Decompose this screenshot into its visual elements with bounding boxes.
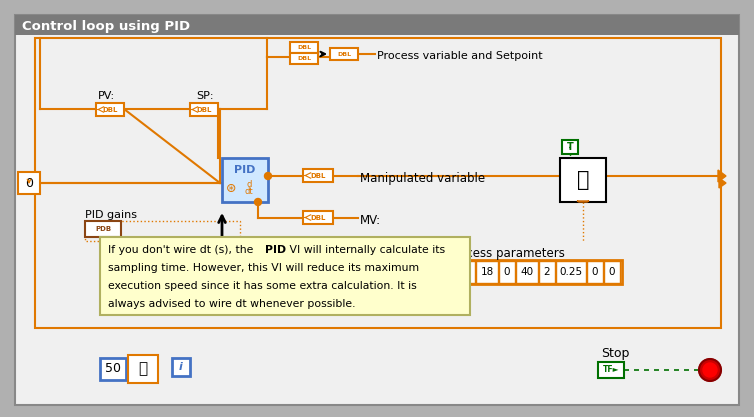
Text: PV:: PV:: [98, 91, 115, 101]
FancyBboxPatch shape: [539, 261, 555, 283]
Text: dt: dt: [245, 186, 253, 196]
FancyBboxPatch shape: [290, 42, 318, 53]
Text: DBL: DBL: [297, 56, 311, 61]
FancyBboxPatch shape: [15, 15, 739, 405]
FancyBboxPatch shape: [18, 172, 40, 194]
Text: 0: 0: [592, 267, 598, 277]
FancyBboxPatch shape: [15, 15, 739, 35]
Polygon shape: [718, 170, 726, 182]
Text: i: i: [179, 362, 183, 372]
Text: 0: 0: [608, 267, 615, 277]
Text: DBL: DBL: [311, 173, 326, 178]
Text: PID: PID: [265, 245, 286, 255]
Circle shape: [703, 363, 717, 377]
FancyBboxPatch shape: [562, 140, 578, 154]
Text: PID: PID: [234, 165, 256, 175]
Text: 🌴: 🌴: [577, 170, 589, 190]
Text: always advised to wire dt whenever possible.: always advised to wire dt whenever possi…: [108, 299, 355, 309]
FancyBboxPatch shape: [476, 261, 498, 283]
FancyBboxPatch shape: [560, 158, 606, 202]
Text: MV:: MV:: [360, 214, 381, 226]
Text: execution speed since it has some extra calculation. It is: execution speed since it has some extra …: [108, 281, 417, 291]
FancyBboxPatch shape: [587, 261, 603, 283]
FancyBboxPatch shape: [190, 103, 218, 116]
Text: 📊: 📊: [139, 362, 148, 377]
Text: process parameters: process parameters: [447, 246, 565, 259]
Text: SP:: SP:: [196, 91, 213, 101]
FancyBboxPatch shape: [516, 261, 538, 283]
FancyBboxPatch shape: [556, 261, 586, 283]
Text: 18: 18: [480, 267, 494, 277]
Text: DBL: DBL: [103, 106, 118, 113]
Text: ⊛: ⊛: [225, 181, 236, 194]
FancyBboxPatch shape: [100, 237, 470, 315]
Circle shape: [699, 359, 721, 381]
Circle shape: [255, 198, 262, 206]
FancyBboxPatch shape: [449, 261, 475, 283]
FancyBboxPatch shape: [499, 261, 515, 283]
FancyBboxPatch shape: [604, 261, 620, 283]
Text: If you don't wire dt (s), the: If you don't wire dt (s), the: [108, 245, 257, 255]
Text: Manipulated variable: Manipulated variable: [360, 171, 485, 184]
Text: 0: 0: [504, 267, 510, 277]
FancyBboxPatch shape: [303, 211, 333, 224]
Text: 50: 50: [105, 362, 121, 375]
Text: DBL: DBL: [297, 45, 311, 50]
Text: PDB: PDB: [95, 226, 111, 232]
FancyBboxPatch shape: [96, 103, 124, 116]
Polygon shape: [577, 201, 589, 202]
FancyBboxPatch shape: [128, 355, 158, 383]
FancyBboxPatch shape: [330, 48, 358, 60]
FancyBboxPatch shape: [447, 260, 622, 284]
Text: 2.5: 2.5: [454, 267, 470, 277]
Text: Process variable and Setpoint: Process variable and Setpoint: [377, 51, 543, 61]
Text: DBL: DBL: [311, 214, 326, 221]
Text: sampling time. However, this VI will reduce its maximum: sampling time. However, this VI will red…: [108, 263, 419, 273]
Text: Control loop using PID: Control loop using PID: [22, 20, 190, 33]
Text: TF►: TF►: [602, 365, 619, 374]
Text: 0.25: 0.25: [559, 267, 583, 277]
FancyBboxPatch shape: [222, 158, 268, 202]
Text: 40: 40: [520, 267, 534, 277]
FancyBboxPatch shape: [172, 358, 190, 376]
Text: DBL: DBL: [196, 106, 212, 113]
Text: 2: 2: [544, 267, 550, 277]
Text: T: T: [566, 142, 573, 152]
FancyBboxPatch shape: [290, 53, 318, 64]
Text: d: d: [247, 179, 252, 188]
Text: VI will internally calculate its: VI will internally calculate its: [286, 245, 445, 255]
Text: Stop: Stop: [601, 347, 630, 359]
Text: 0: 0: [25, 176, 33, 189]
Text: DBL: DBL: [337, 52, 351, 56]
Polygon shape: [719, 178, 726, 188]
FancyBboxPatch shape: [100, 358, 126, 380]
FancyBboxPatch shape: [303, 169, 333, 182]
Text: PID gains: PID gains: [85, 210, 137, 220]
FancyBboxPatch shape: [598, 362, 624, 378]
Circle shape: [265, 173, 271, 179]
FancyBboxPatch shape: [85, 221, 121, 237]
